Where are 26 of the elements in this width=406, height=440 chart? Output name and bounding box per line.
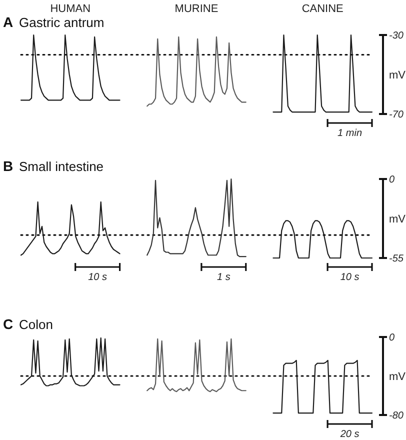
text: 20 s <box>339 429 360 440</box>
y-axis-title: mV <box>389 213 406 226</box>
chart-title: Gastric antrum <box>19 15 104 30</box>
line-series <box>146 338 246 392</box>
text: 10 s <box>88 272 108 283</box>
y-tick-label: 0 <box>389 174 395 186</box>
y-axis-title: mV <box>389 370 406 383</box>
text: 1 s <box>216 272 230 283</box>
chart-title: Colon <box>19 317 53 332</box>
y-tick-label: -55 <box>389 254 404 264</box>
y-tick-label: 0 <box>389 332 395 344</box>
series-label: CANINE <box>302 3 344 15</box>
text: B <box>3 158 14 174</box>
line-series <box>146 178 246 258</box>
text: A <box>3 14 14 30</box>
text: HUMAN <box>50 3 91 15</box>
y-tick-label: -30 <box>389 30 404 42</box>
chart-title: Small intestine <box>19 159 104 174</box>
y-tick-label: -70 <box>389 110 404 120</box>
text: MURINE <box>174 3 218 15</box>
text: 10 s <box>340 272 360 283</box>
text: C <box>3 316 14 332</box>
line-series <box>146 36 246 107</box>
y-axis-title: mV <box>389 69 406 82</box>
text: 1 min <box>338 128 362 139</box>
y-tick-label: -80 <box>389 410 404 422</box>
